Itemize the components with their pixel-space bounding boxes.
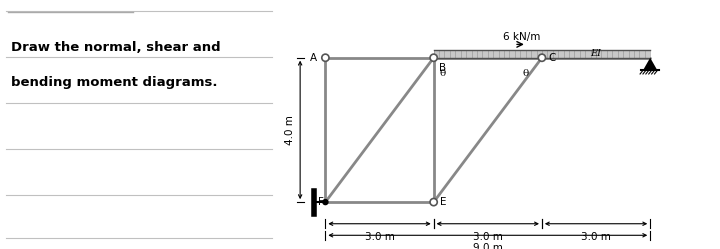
Text: EI: EI bbox=[590, 49, 601, 58]
Text: A: A bbox=[310, 53, 318, 63]
Text: Draw the normal, shear and: Draw the normal, shear and bbox=[11, 41, 221, 54]
Text: θ: θ bbox=[439, 69, 446, 78]
Circle shape bbox=[430, 198, 437, 206]
Text: 4.0 m: 4.0 m bbox=[284, 115, 294, 145]
Text: E: E bbox=[440, 197, 446, 207]
Text: 3.0 m: 3.0 m bbox=[473, 232, 503, 242]
Text: F: F bbox=[318, 197, 323, 207]
Text: θ: θ bbox=[523, 69, 528, 78]
Text: C: C bbox=[549, 53, 556, 63]
Circle shape bbox=[323, 199, 328, 205]
Circle shape bbox=[430, 54, 437, 61]
Bar bbox=[433, 50, 650, 58]
Text: 9.0 m: 9.0 m bbox=[473, 243, 503, 249]
Circle shape bbox=[539, 54, 546, 61]
Text: 3.0 m: 3.0 m bbox=[581, 232, 611, 242]
Polygon shape bbox=[643, 58, 657, 70]
Circle shape bbox=[322, 54, 329, 61]
Text: bending moment diagrams.: bending moment diagrams. bbox=[11, 76, 217, 89]
Text: 3.0 m: 3.0 m bbox=[364, 232, 395, 242]
Text: 6 kN/m: 6 kN/m bbox=[503, 32, 541, 42]
Text: B: B bbox=[439, 63, 446, 73]
